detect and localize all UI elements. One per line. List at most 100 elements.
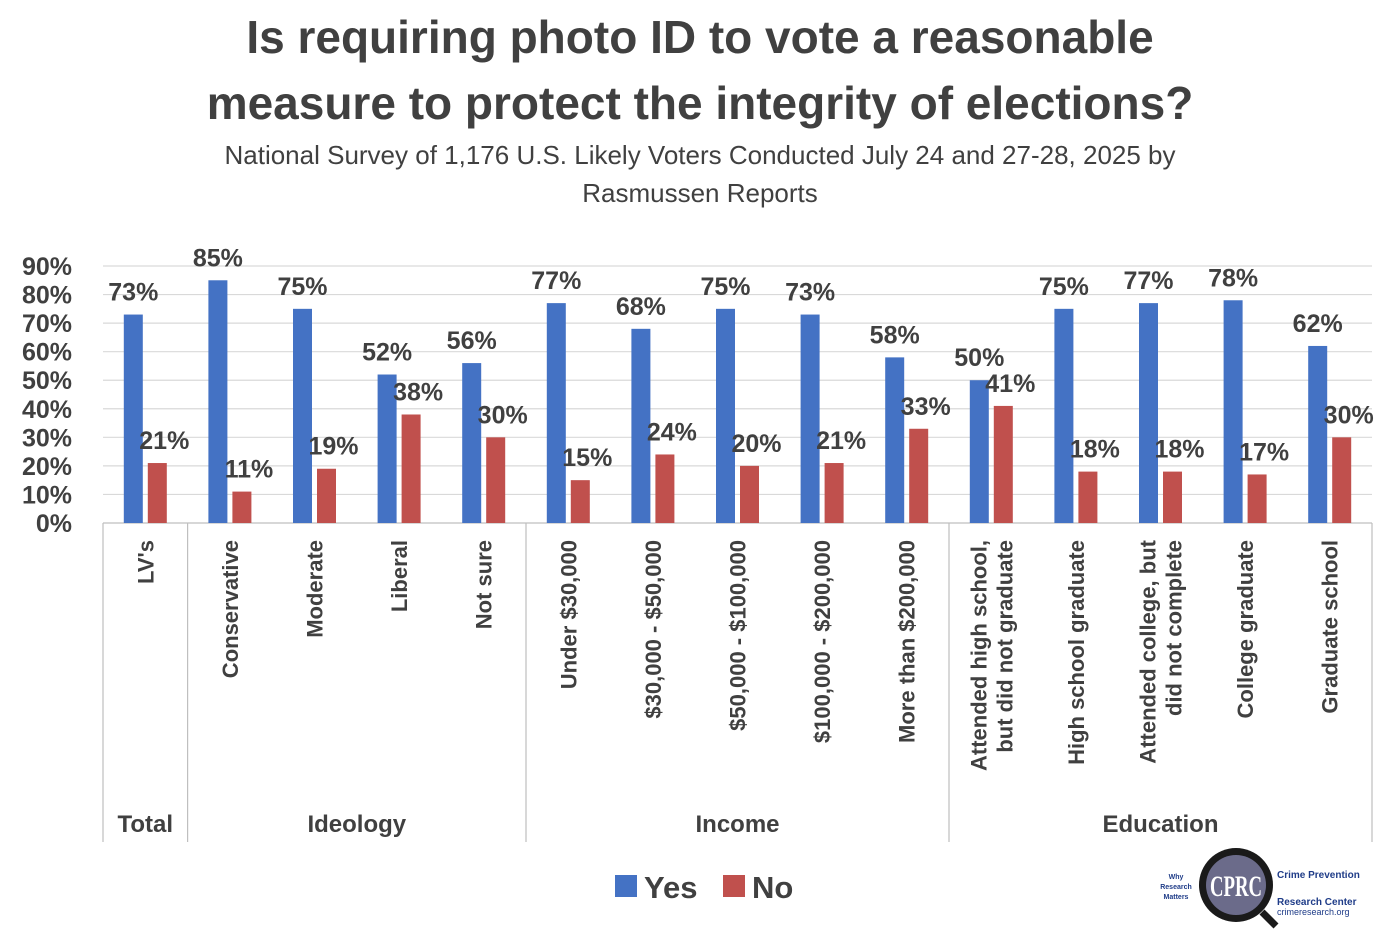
data-label-yes: 62% <box>1293 310 1343 338</box>
logo-magnifier-handle <box>1259 909 1279 929</box>
category-label: Conservative <box>218 540 243 678</box>
bar-yes <box>800 314 820 523</box>
category-label: Attended high school, but did not graduat… <box>966 540 1017 771</box>
group-label: Ideology <box>307 811 406 838</box>
logo-tagline-line-1: Why <box>1169 874 1184 881</box>
chart-title-line-2: measure to protect the integrity of elec… <box>207 77 1194 129</box>
bar-no <box>1163 471 1182 523</box>
y-tick-label: 40% <box>22 396 72 424</box>
category-label-text: College graduate <box>1233 540 1258 718</box>
category-label-text: Liberal <box>387 540 412 612</box>
x-axis <box>102 523 1373 842</box>
bar-no <box>147 463 167 523</box>
category-label-text: $50,000 - $100,000 <box>726 540 751 731</box>
logo-name-line-2: Research Center <box>1277 897 1357 908</box>
legend-swatch-no <box>723 875 745 897</box>
legend-swatch-yes <box>615 875 637 897</box>
category-label-text: More than $200,000 <box>895 540 920 743</box>
bar-no <box>1247 474 1267 523</box>
data-label-no: 21% <box>139 427 189 455</box>
category-label: $100,000 - $200,000 <box>810 540 835 743</box>
bar-no <box>993 405 1013 523</box>
data-label-no: 30% <box>1324 401 1374 429</box>
bars <box>123 280 1352 523</box>
data-label-yes: 77% <box>1123 267 1173 295</box>
bar-no <box>909 428 929 523</box>
legend-label-yes: Yes <box>644 870 697 905</box>
category-label-text: did not complete <box>1162 540 1187 716</box>
bar-yes <box>377 374 397 523</box>
y-tick-label: 70% <box>22 310 72 338</box>
data-label-yes: 68% <box>616 293 666 321</box>
data-label-yes: 75% <box>277 273 327 301</box>
y-tick-label: 80% <box>22 282 72 310</box>
data-label-no: 18% <box>1070 436 1120 464</box>
category-label-text: Under $30,000 <box>556 540 581 689</box>
category-label-text: High school graduate <box>1064 540 1089 765</box>
category-label-text: $100,000 - $200,000 <box>810 540 835 743</box>
data-label-no: 15% <box>562 444 612 472</box>
data-label-yes: 58% <box>870 321 920 349</box>
y-tick-label: 0% <box>36 510 72 538</box>
category-label-text: Conservative <box>218 540 243 678</box>
data-label-yes: 75% <box>1039 273 1089 301</box>
group-label: Income <box>695 811 779 838</box>
chart-title: Is requiring photo ID to vote a reasonab… <box>207 11 1194 129</box>
y-tick-label: 30% <box>22 424 72 452</box>
y-tick-label: 90% <box>22 253 72 281</box>
data-label-no: 30% <box>478 401 528 429</box>
category-label: Graduate school <box>1318 540 1343 714</box>
data-label-no: 41% <box>985 370 1035 398</box>
bar-yes <box>1308 345 1328 523</box>
group-label: Total <box>118 811 174 838</box>
data-label-no: 18% <box>1154 436 1204 464</box>
legend: Yes No <box>615 870 793 905</box>
data-label-no: 19% <box>308 433 358 461</box>
bar-yes <box>885 357 905 523</box>
data-label-no: 33% <box>901 393 951 421</box>
data-label-no: 21% <box>816 427 866 455</box>
category-label-text: Attended high school, <box>966 540 991 771</box>
bar-no <box>655 454 675 523</box>
category-label: Attended college, but did not complete <box>1136 539 1187 763</box>
data-label-yes: 85% <box>193 244 243 272</box>
y-tick-label: 50% <box>22 367 72 395</box>
bar-yes <box>208 280 228 523</box>
category-label: Not sure <box>472 540 497 629</box>
data-label-yes: 75% <box>700 273 750 301</box>
bar-no <box>232 491 252 523</box>
category-label: High school graduate <box>1064 540 1089 765</box>
bar-yes <box>293 308 312 523</box>
bar-no <box>486 437 506 523</box>
y-tick-label: 10% <box>22 481 72 509</box>
cprc-logo: Why Research Matters CPRC Crime Preventi… <box>1160 848 1360 929</box>
data-label-no: 38% <box>393 378 443 406</box>
bar-no <box>824 463 844 523</box>
logo-tagline-line-3: Matters <box>1164 894 1189 901</box>
bar-yes <box>546 303 566 523</box>
category-label-text: Attended college, but <box>1136 539 1161 763</box>
logo-tagline-line-2: Research <box>1160 884 1192 891</box>
data-label-yes: 56% <box>447 327 497 355</box>
category-label: $30,000 - $50,000 <box>641 540 666 719</box>
chart-subtitle-line-1: National Survey of 1,176 U.S. Likely Vot… <box>224 140 1175 170</box>
legend-label-no: No <box>752 870 793 905</box>
category-label-text: Not sure <box>472 540 497 629</box>
category-label-text: but did not graduate <box>992 540 1017 753</box>
bar-no <box>570 480 590 523</box>
data-label-yes: 50% <box>954 344 1004 372</box>
data-label-yes: 73% <box>108 279 158 307</box>
category-label: LV's <box>133 540 158 584</box>
bar-yes <box>969 380 989 523</box>
logo-lens <box>1206 855 1266 915</box>
bar-yes <box>716 308 735 523</box>
chart-subtitle-line-2: Rasmussen Reports <box>582 178 818 208</box>
bar-no <box>401 414 421 523</box>
bar-yes <box>462 363 482 523</box>
bar-no <box>1332 437 1352 523</box>
data-label-no: 24% <box>647 418 697 446</box>
logo-url: crimeresearch.org <box>1277 907 1350 917</box>
chart-title-line-1: Is requiring photo ID to vote a reasonab… <box>246 11 1153 63</box>
category-label: More than $200,000 <box>895 540 920 743</box>
